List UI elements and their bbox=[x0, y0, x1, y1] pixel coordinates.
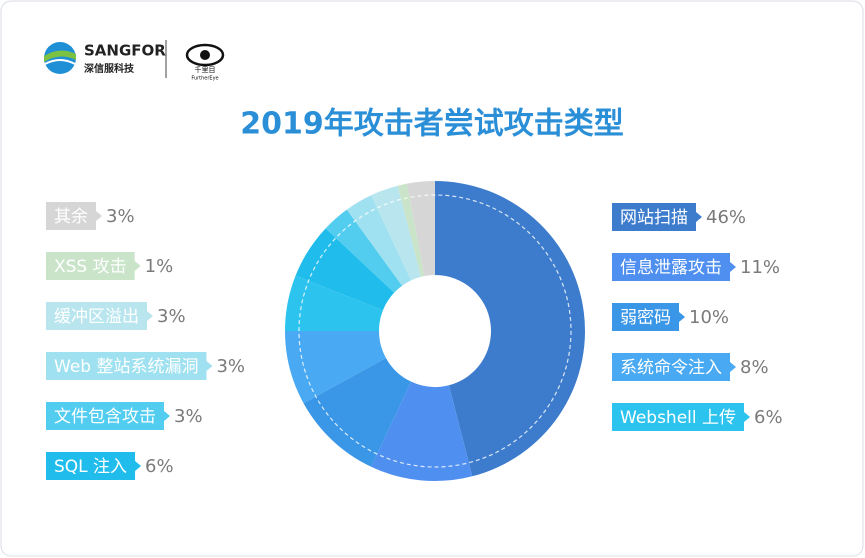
slice bbox=[371, 185, 422, 281]
brand: SANGFOR bbox=[84, 42, 166, 60]
slice bbox=[397, 183, 425, 277]
legend-label: 文件包含攻击 bbox=[54, 407, 156, 427]
value-label: 10% bbox=[689, 307, 729, 328]
legend-label: Web 整站系统漏洞 bbox=[54, 357, 198, 377]
slice bbox=[303, 357, 412, 467]
legend-label: 缓冲区溢出 bbox=[54, 307, 139, 327]
slice bbox=[346, 195, 412, 286]
logo-icon bbox=[44, 42, 76, 74]
dashed-ring bbox=[298, 194, 572, 468]
slice bbox=[285, 275, 383, 331]
legend-label: 信息泄露攻击 bbox=[620, 258, 722, 278]
value-label: 11% bbox=[740, 257, 780, 278]
legend-box bbox=[612, 353, 736, 381]
value-label: 8% bbox=[740, 357, 769, 378]
legend-label: 弱密码 bbox=[620, 308, 671, 328]
value-label: 3% bbox=[174, 406, 203, 427]
eye-icon bbox=[185, 43, 225, 67]
eye-icon bbox=[200, 50, 210, 60]
value-label: 3% bbox=[216, 356, 245, 377]
legend-label: XSS 攻击 bbox=[54, 257, 127, 277]
legend-label: SQL 注入 bbox=[54, 457, 127, 477]
legend-box bbox=[46, 302, 153, 330]
legend-box bbox=[46, 402, 170, 430]
legend-box bbox=[46, 452, 142, 480]
legend-box bbox=[46, 352, 213, 380]
value-label: 6% bbox=[754, 407, 783, 428]
value-label: 6% bbox=[145, 456, 174, 477]
legend-box bbox=[46, 252, 141, 280]
logo-icon bbox=[44, 59, 76, 65]
legend-box bbox=[612, 303, 685, 331]
eye-text: 千里目 bbox=[195, 65, 216, 74]
value-label: 3% bbox=[106, 206, 135, 227]
slice bbox=[371, 381, 473, 481]
legend-box bbox=[612, 203, 702, 231]
logo-icon bbox=[44, 50, 76, 62]
brand-sub: 深信服科技 bbox=[84, 62, 135, 75]
legend-box bbox=[612, 253, 736, 281]
logo: SANGFOR 深信服科技 千里目 FurtherEye bbox=[44, 40, 225, 82]
legend-label: 其余 bbox=[54, 207, 88, 227]
slice bbox=[406, 181, 435, 276]
slice bbox=[295, 228, 395, 311]
legend-box bbox=[612, 403, 751, 431]
eye-sub: FurtherEye bbox=[191, 76, 218, 82]
value-label: 46% bbox=[706, 207, 746, 228]
legend-label: 系统命令注入 bbox=[620, 358, 722, 378]
chart-title: 2019年攻击者尝试攻击类型 bbox=[240, 107, 624, 142]
legend-box bbox=[46, 202, 102, 230]
value-label: 1% bbox=[145, 256, 174, 277]
slice bbox=[325, 209, 403, 293]
value-label: 3% bbox=[157, 306, 186, 327]
legend-label: Webshell 上传 bbox=[620, 408, 736, 428]
legend-label: 网站扫描 bbox=[620, 208, 688, 228]
